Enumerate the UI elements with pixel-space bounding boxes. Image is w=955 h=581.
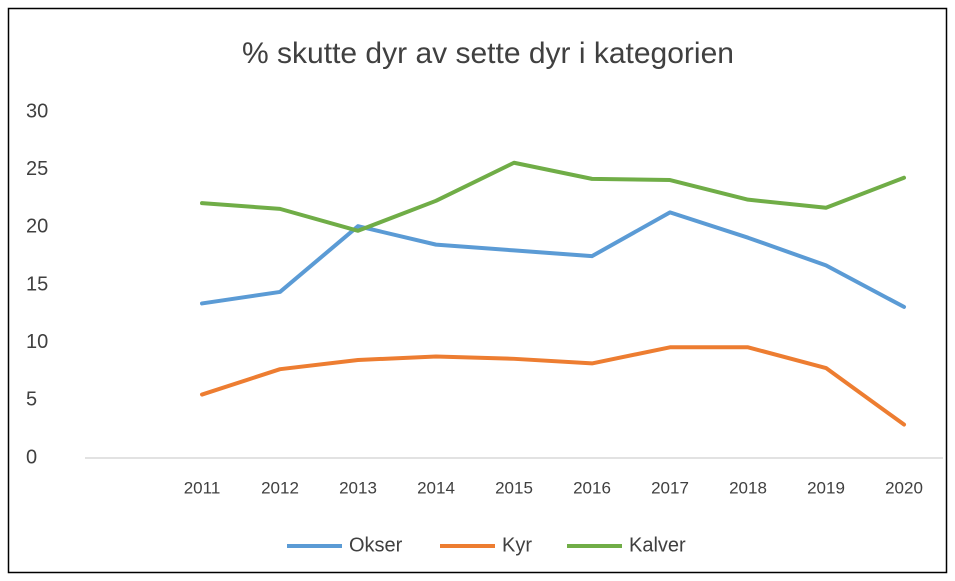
series-line [200, 345, 906, 427]
series-line [200, 210, 906, 309]
y-tick-label: 20 [26, 216, 48, 238]
x-tick-label: 2011 [184, 478, 221, 497]
x-tick-label: 2017 [651, 478, 689, 497]
x-tick-label: 2015 [495, 478, 533, 497]
x-tick-label: 2012 [261, 478, 299, 497]
legend-label: Okser [349, 534, 403, 556]
y-tick-label: 5 [26, 389, 37, 411]
chart-title: % skutte dyr av sette dyr i kategorien [242, 37, 734, 70]
legend-label: Kyr [502, 534, 532, 556]
y-tick-label: 25 [26, 158, 48, 180]
x-tick-label: 2013 [339, 478, 377, 497]
chart-border [7, 7, 948, 574]
y-tick-label: 10 [26, 331, 48, 353]
y-tick-label: 30 [26, 100, 48, 122]
x-tick-label: 2014 [417, 478, 455, 497]
x-tick-label: 2016 [573, 478, 611, 497]
y-tick-label: 0 [26, 446, 37, 468]
y-tick-label: 15 [26, 273, 48, 295]
legend-label: Kalver [629, 534, 686, 556]
series-line [200, 160, 906, 233]
x-tick-label: 2018 [729, 478, 767, 497]
x-tick-label: 2020 [885, 478, 923, 497]
x-tick-label: 2019 [807, 478, 845, 497]
